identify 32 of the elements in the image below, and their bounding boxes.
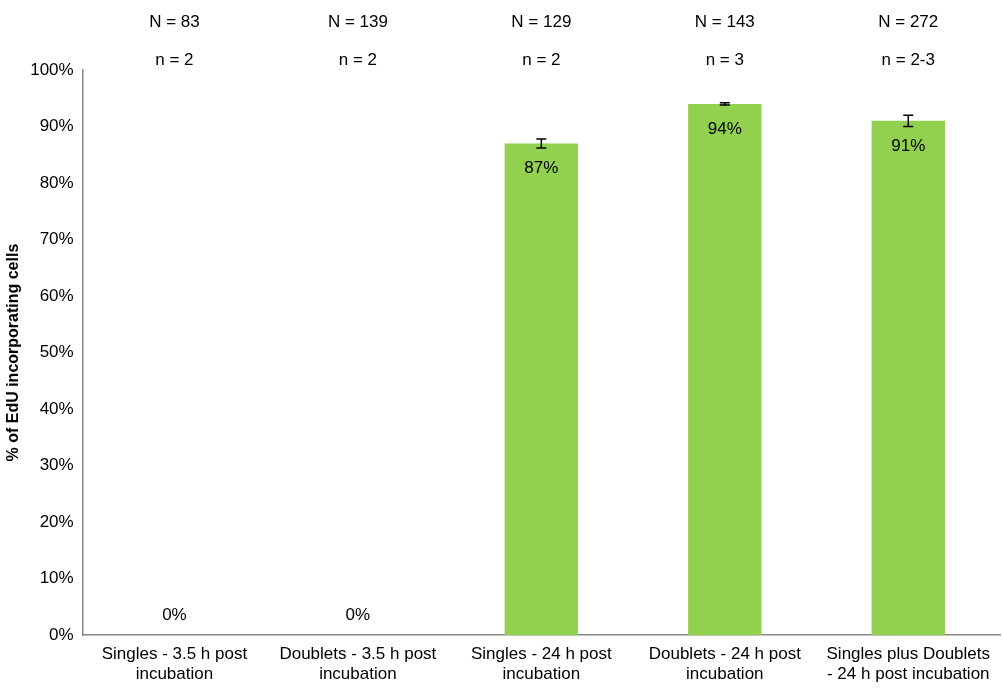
data-label: 94% [707, 118, 742, 138]
data-label: 0% [162, 604, 187, 624]
text: n = 2 [338, 49, 378, 69]
text: N = 129 [511, 11, 572, 31]
text: N = 83 [149, 11, 200, 31]
text: n = 2 [155, 49, 194, 69]
y-tick-label: 60% [39, 285, 74, 305]
text: n = 2-3 [881, 49, 935, 69]
data-label: 0% [345, 604, 371, 624]
y-tick-label: 40% [39, 398, 74, 418]
text: N = 143 [694, 11, 755, 31]
y-tick-label: 90% [39, 116, 74, 136]
y-tick-label: 80% [39, 172, 74, 192]
y-tick-label: 10% [39, 568, 74, 588]
y-tick-label: 70% [39, 229, 74, 249]
y-tick-label: 20% [39, 511, 74, 531]
x-tick-label: Doublets - 24 h post incubation [648, 644, 802, 684]
text: n = 2 [522, 49, 561, 69]
x-tick-label: Singles - 3.5 h post incubation [101, 644, 248, 684]
data-label: 87% [524, 158, 559, 178]
y-axis-title: % of EdU incorporating cells [4, 243, 22, 462]
y-tick-label: 30% [39, 455, 74, 475]
y-tick-label: 0% [49, 624, 74, 644]
text: N = 139 [327, 11, 388, 31]
data-label: 91% [891, 135, 926, 155]
y-tick-label: 100% [30, 59, 74, 79]
x-tick-label: Singles plus Doublets - 24 h post incubation [826, 644, 991, 684]
x-tick-label: Doublets - 3.5 h post incubation [279, 644, 437, 684]
text: n = 3 [705, 49, 744, 69]
y-tick-label: 50% [39, 342, 74, 362]
text: N = 272 [878, 11, 939, 31]
x-tick-label: Singles - 24 h post incubation [470, 644, 613, 684]
